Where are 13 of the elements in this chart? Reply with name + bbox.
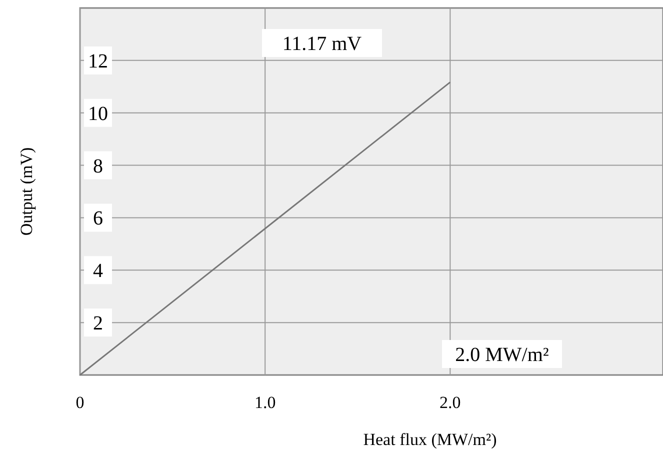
y-tick-label: 8 — [93, 155, 103, 178]
y-tick-label: 6 — [93, 208, 103, 230]
y-tick-label: 12 — [88, 50, 108, 72]
x-tick-label: 0 — [76, 393, 84, 412]
annotation: 11.17 mV — [282, 33, 362, 55]
y-tick-label: 10 — [88, 102, 108, 125]
y-tick-label: 2 — [93, 312, 103, 335]
annotation: 2.0 MW/m² — [455, 344, 549, 366]
x-tick-label: 1.0 — [254, 393, 276, 412]
x-tick-label: 2.0 — [440, 393, 461, 412]
y-tick-label: 4 — [93, 260, 103, 282]
x-axis-title: Heat flux (MW/m²) — [363, 430, 497, 449]
y-axis-title: Output (mV) — [17, 147, 36, 236]
